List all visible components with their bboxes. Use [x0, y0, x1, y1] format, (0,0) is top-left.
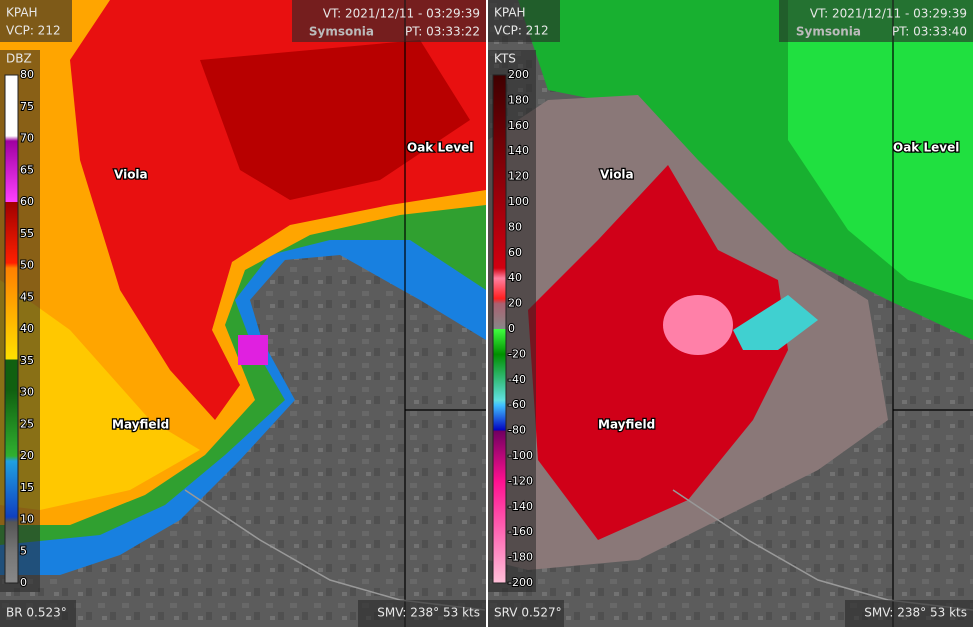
vcp: VCP: 212 — [494, 24, 549, 38]
colorbar-tick: 140 — [508, 144, 529, 157]
echo-magenta — [238, 335, 268, 365]
divider — [486, 0, 488, 627]
vcp: VCP: 212 — [6, 24, 61, 38]
place-label: Oak Level — [407, 141, 473, 155]
time-box — [292, 0, 486, 42]
valid-time: VT: 2021/12/11 - 03:29:39 — [323, 7, 480, 21]
site: Symsonia — [309, 25, 374, 39]
colorbar-tick: 180 — [508, 93, 529, 106]
product: BR 0.523° — [6, 606, 67, 620]
product-box — [488, 600, 564, 627]
colorbar-tick: 40 — [20, 322, 34, 335]
colorbar-unit: DBZ — [6, 52, 32, 66]
colorbar-tick: -140 — [508, 500, 533, 513]
colorbar-tick: 120 — [508, 170, 529, 183]
colorbar-tick: 40 — [508, 271, 522, 284]
colorbar-tick: 70 — [20, 132, 34, 145]
colorbar-tick: 60 — [508, 246, 522, 259]
inbound-bright — [788, 0, 973, 300]
storm-motion: SMV: 238° 53 kts — [377, 606, 480, 620]
colorbar — [492, 74, 507, 584]
colorbar — [4, 74, 19, 584]
colorbar-tick: 80 — [20, 68, 34, 81]
station: KPAH — [6, 6, 38, 20]
valid-time: VT: 2021/12/11 - 03:29:39 — [810, 7, 967, 21]
colorbar-tick: 30 — [20, 386, 34, 399]
smv-box — [845, 600, 973, 627]
colorbar-tick: 25 — [20, 417, 34, 430]
colorbar-tick: 100 — [508, 195, 529, 208]
colorbar-tick: 0 — [508, 322, 515, 335]
colorbar-tick: 200 — [508, 68, 529, 81]
colorbar-tick: 0 — [20, 576, 27, 589]
couplet — [733, 295, 818, 350]
colorbar-tick: 45 — [20, 290, 34, 303]
colorbar-tick: 65 — [20, 163, 34, 176]
time-box — [779, 0, 973, 42]
colorbar-tick: -100 — [508, 449, 533, 462]
station: KPAH — [494, 6, 526, 20]
colorbar-tick: -60 — [508, 398, 526, 411]
colorbar-tick: -180 — [508, 551, 533, 564]
colorbar-tick: 20 — [20, 449, 34, 462]
product: SRV 0.527° — [494, 606, 562, 620]
colorbar-tick: 80 — [508, 220, 522, 233]
outbound-pink — [663, 295, 733, 355]
colorbar-tick: 75 — [20, 100, 34, 113]
colorbar-tick: 160 — [508, 119, 529, 132]
outbound-red — [528, 165, 788, 540]
colorbar-tick: 55 — [20, 227, 34, 240]
echo-yellow — [0, 280, 200, 510]
place-label: Mayfield — [112, 418, 169, 432]
colorbar-tick: 60 — [20, 195, 34, 208]
colorbar-unit: KTS — [494, 52, 516, 66]
colorbar-tick: -80 — [508, 424, 526, 437]
colorbar-tick: 15 — [20, 481, 34, 494]
product-time: PT: 03:33:40 — [892, 25, 967, 39]
place-label: Viola — [600, 168, 634, 182]
place-label: Mayfield — [598, 418, 655, 432]
site: Symsonia — [796, 25, 861, 39]
smv-box — [358, 600, 486, 627]
colorbar-tick: -200 — [508, 576, 533, 589]
colorbar-tick: -40 — [508, 373, 526, 386]
radar-panel: KPAH VCP: 212 VT: 2021/12/11 - 03:29:39 Sym… — [488, 0, 973, 627]
echo-dark-red — [200, 40, 470, 200]
colorbar-tick: 35 — [20, 354, 34, 367]
colorbar-tick: 10 — [20, 513, 34, 526]
colorbar-tick: 50 — [20, 259, 34, 272]
place-label: Oak Level — [893, 141, 959, 155]
colorbar-tick: -120 — [508, 474, 533, 487]
colorbar-tick: -160 — [508, 525, 533, 538]
colorbar-tick: 5 — [20, 544, 27, 557]
station-box — [0, 0, 72, 42]
colorbar-tick: -20 — [508, 347, 526, 360]
product-time: PT: 03:33:22 — [405, 25, 480, 39]
product-box — [0, 600, 76, 627]
colorbar-tick: 20 — [508, 297, 522, 310]
station-box — [488, 0, 560, 42]
storm-motion: SMV: 238° 53 kts — [864, 606, 967, 620]
place-label: Viola — [114, 168, 148, 182]
radar-panel: KPAH VCP: 212 VT: 2021/12/11 - 03:29:39 Sym… — [0, 0, 486, 627]
